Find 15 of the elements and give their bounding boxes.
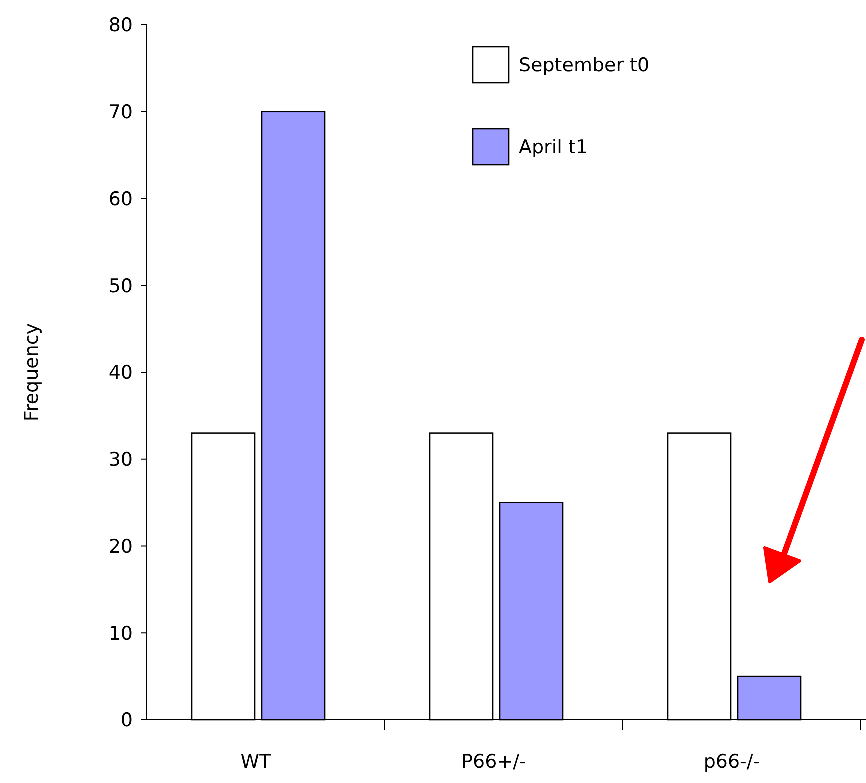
y-tick-label: 10 (108, 622, 133, 645)
x-tick-label: P66+/- (462, 751, 526, 773)
legend-label: April t1 (519, 136, 588, 159)
y-tick-label: 0 (120, 710, 133, 732)
y-tick-label: 20 (108, 536, 133, 558)
y-axis-title: Frequency (21, 323, 43, 422)
x-tick-label: p66-/- (704, 751, 760, 773)
y-tick-label: 50 (108, 275, 133, 298)
y-tick-label: 40 (108, 362, 133, 384)
y-tick-label: 80 (108, 14, 133, 37)
y-tick-label: 30 (108, 449, 133, 472)
x-tick-label: WT (240, 751, 272, 773)
y-tick-label: 70 (108, 102, 133, 124)
legend-label: September t0 (519, 54, 650, 77)
y-tick-label: 60 (108, 188, 133, 210)
